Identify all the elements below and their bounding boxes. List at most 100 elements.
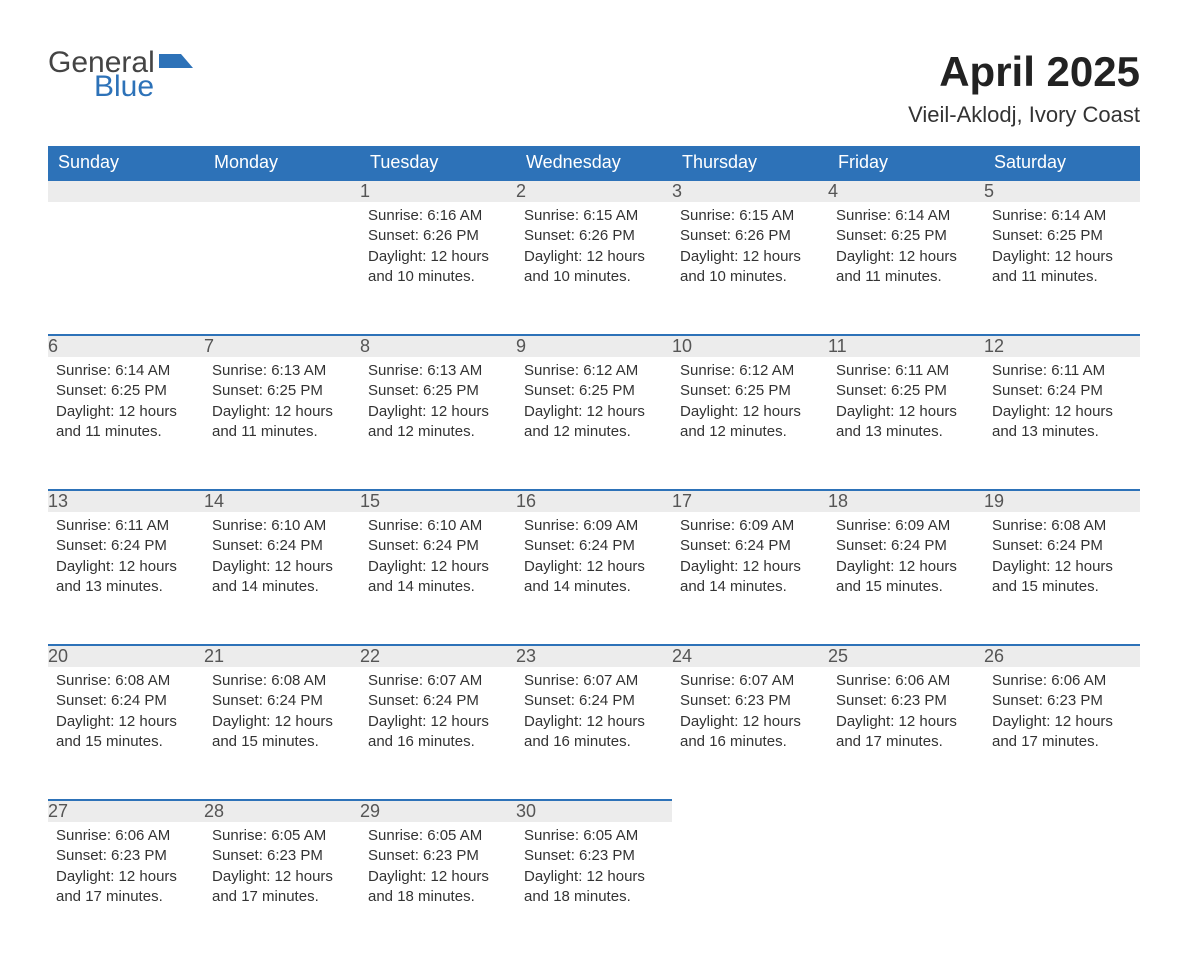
sunrise-text: Sunrise: 6:10 AM [368,516,508,536]
day-number: 1 [360,180,516,202]
day-cell: Sunrise: 6:06 AMSunset: 6:23 PMDaylight:… [828,667,984,800]
day-cell: Sunrise: 6:11 AMSunset: 6:24 PMDaylight:… [48,512,204,645]
day-number: 22 [360,645,516,667]
day-cell: Sunrise: 6:15 AMSunset: 6:26 PMDaylight:… [672,202,828,335]
weekday-header: Thursday [672,146,828,180]
day-number: 8 [360,335,516,357]
daylight-text: Daylight: 12 hours and 18 minutes. [524,867,664,908]
sunrise-text: Sunrise: 6:07 AM [368,671,508,691]
sunset-text: Sunset: 6:26 PM [368,226,508,246]
day-cell: Sunrise: 6:05 AMSunset: 6:23 PMDaylight:… [516,822,672,954]
daylight-text: Daylight: 12 hours and 13 minutes. [992,402,1132,443]
sunset-text: Sunset: 6:24 PM [212,691,352,711]
sunrise-text: Sunrise: 6:09 AM [836,516,976,536]
sunrise-text: Sunrise: 6:14 AM [992,206,1132,226]
sunrise-text: Sunrise: 6:08 AM [992,516,1132,536]
sunrise-text: Sunrise: 6:10 AM [212,516,352,536]
sunrise-text: Sunrise: 6:12 AM [680,361,820,381]
sunrise-text: Sunrise: 6:06 AM [56,826,196,846]
daylight-text: Daylight: 12 hours and 17 minutes. [836,712,976,753]
sunrise-text: Sunrise: 6:07 AM [680,671,820,691]
day-number-empty [984,800,1140,822]
sunrise-text: Sunrise: 6:14 AM [836,206,976,226]
sunset-text: Sunset: 6:24 PM [56,691,196,711]
daylight-text: Daylight: 12 hours and 14 minutes. [212,557,352,598]
daylight-text: Daylight: 12 hours and 15 minutes. [992,557,1132,598]
day-cell: Sunrise: 6:09 AMSunset: 6:24 PMDaylight:… [516,512,672,645]
sunrise-text: Sunrise: 6:07 AM [524,671,664,691]
daylight-text: Daylight: 12 hours and 11 minutes. [992,247,1132,288]
daylight-text: Daylight: 12 hours and 15 minutes. [836,557,976,598]
day-number: 30 [516,800,672,822]
sunset-text: Sunset: 6:23 PM [212,846,352,866]
daylight-text: Daylight: 12 hours and 17 minutes. [992,712,1132,753]
header: General Blue April 2025 Vieil-Aklodj, Iv… [48,48,1140,128]
day-cell: Sunrise: 6:05 AMSunset: 6:23 PMDaylight:… [360,822,516,954]
daylight-text: Daylight: 12 hours and 17 minutes. [56,867,196,908]
day-number-empty [828,800,984,822]
day-cell-empty [828,822,984,954]
sunset-text: Sunset: 6:25 PM [836,226,976,246]
sunrise-text: Sunrise: 6:06 AM [992,671,1132,691]
daylight-text: Daylight: 12 hours and 11 minutes. [212,402,352,443]
sunrise-text: Sunrise: 6:08 AM [56,671,196,691]
sunset-text: Sunset: 6:25 PM [368,381,508,401]
sunrise-text: Sunrise: 6:09 AM [680,516,820,536]
daylight-text: Daylight: 12 hours and 14 minutes. [524,557,664,598]
day-cell: Sunrise: 6:08 AMSunset: 6:24 PMDaylight:… [48,667,204,800]
day-number: 16 [516,490,672,512]
logo-blue-text: Blue [94,72,155,102]
weekday-header: Sunday [48,146,204,180]
day-number-empty [48,180,204,202]
sunset-text: Sunset: 6:24 PM [992,536,1132,556]
sunrise-text: Sunrise: 6:11 AM [836,361,976,381]
sunset-text: Sunset: 6:24 PM [368,691,508,711]
sunset-text: Sunset: 6:24 PM [56,536,196,556]
day-number: 13 [48,490,204,512]
day-cell: Sunrise: 6:06 AMSunset: 6:23 PMDaylight:… [48,822,204,954]
daylight-text: Daylight: 12 hours and 17 minutes. [212,867,352,908]
day-cell: Sunrise: 6:11 AMSunset: 6:24 PMDaylight:… [984,357,1140,490]
logo-flag-icon [159,54,193,81]
sunrise-text: Sunrise: 6:06 AM [836,671,976,691]
sunset-text: Sunset: 6:23 PM [56,846,196,866]
day-number: 20 [48,645,204,667]
sunset-text: Sunset: 6:25 PM [212,381,352,401]
day-cell-empty [204,202,360,335]
day-number: 7 [204,335,360,357]
day-cell: Sunrise: 6:13 AMSunset: 6:25 PMDaylight:… [204,357,360,490]
day-cell-empty [48,202,204,335]
daylight-text: Daylight: 12 hours and 12 minutes. [524,402,664,443]
weekday-header-row: Sunday Monday Tuesday Wednesday Thursday… [48,146,1140,180]
sunset-text: Sunset: 6:25 PM [56,381,196,401]
day-cell: Sunrise: 6:07 AMSunset: 6:24 PMDaylight:… [360,667,516,800]
sunset-text: Sunset: 6:26 PM [680,226,820,246]
sunrise-text: Sunrise: 6:11 AM [56,516,196,536]
daylight-text: Daylight: 12 hours and 16 minutes. [524,712,664,753]
day-number: 26 [984,645,1140,667]
daylight-text: Daylight: 12 hours and 13 minutes. [836,402,976,443]
daylight-text: Daylight: 12 hours and 15 minutes. [56,712,196,753]
sunrise-text: Sunrise: 6:05 AM [212,826,352,846]
day-number: 9 [516,335,672,357]
day-number: 6 [48,335,204,357]
sunset-text: Sunset: 6:24 PM [680,536,820,556]
week-daynum-row: 12345 [48,180,1140,202]
sunset-text: Sunset: 6:24 PM [524,536,664,556]
sunrise-text: Sunrise: 6:08 AM [212,671,352,691]
week-daynum-row: 13141516171819 [48,490,1140,512]
day-cell: Sunrise: 6:05 AMSunset: 6:23 PMDaylight:… [204,822,360,954]
sunset-text: Sunset: 6:23 PM [680,691,820,711]
weekday-header: Friday [828,146,984,180]
day-number: 24 [672,645,828,667]
sunset-text: Sunset: 6:23 PM [836,691,976,711]
day-cell: Sunrise: 6:16 AMSunset: 6:26 PMDaylight:… [360,202,516,335]
day-number: 17 [672,490,828,512]
day-number: 11 [828,335,984,357]
daylight-text: Daylight: 12 hours and 18 minutes. [368,867,508,908]
day-number: 2 [516,180,672,202]
day-number: 28 [204,800,360,822]
sunrise-text: Sunrise: 6:15 AM [524,206,664,226]
sunrise-text: Sunrise: 6:11 AM [992,361,1132,381]
daylight-text: Daylight: 12 hours and 14 minutes. [368,557,508,598]
